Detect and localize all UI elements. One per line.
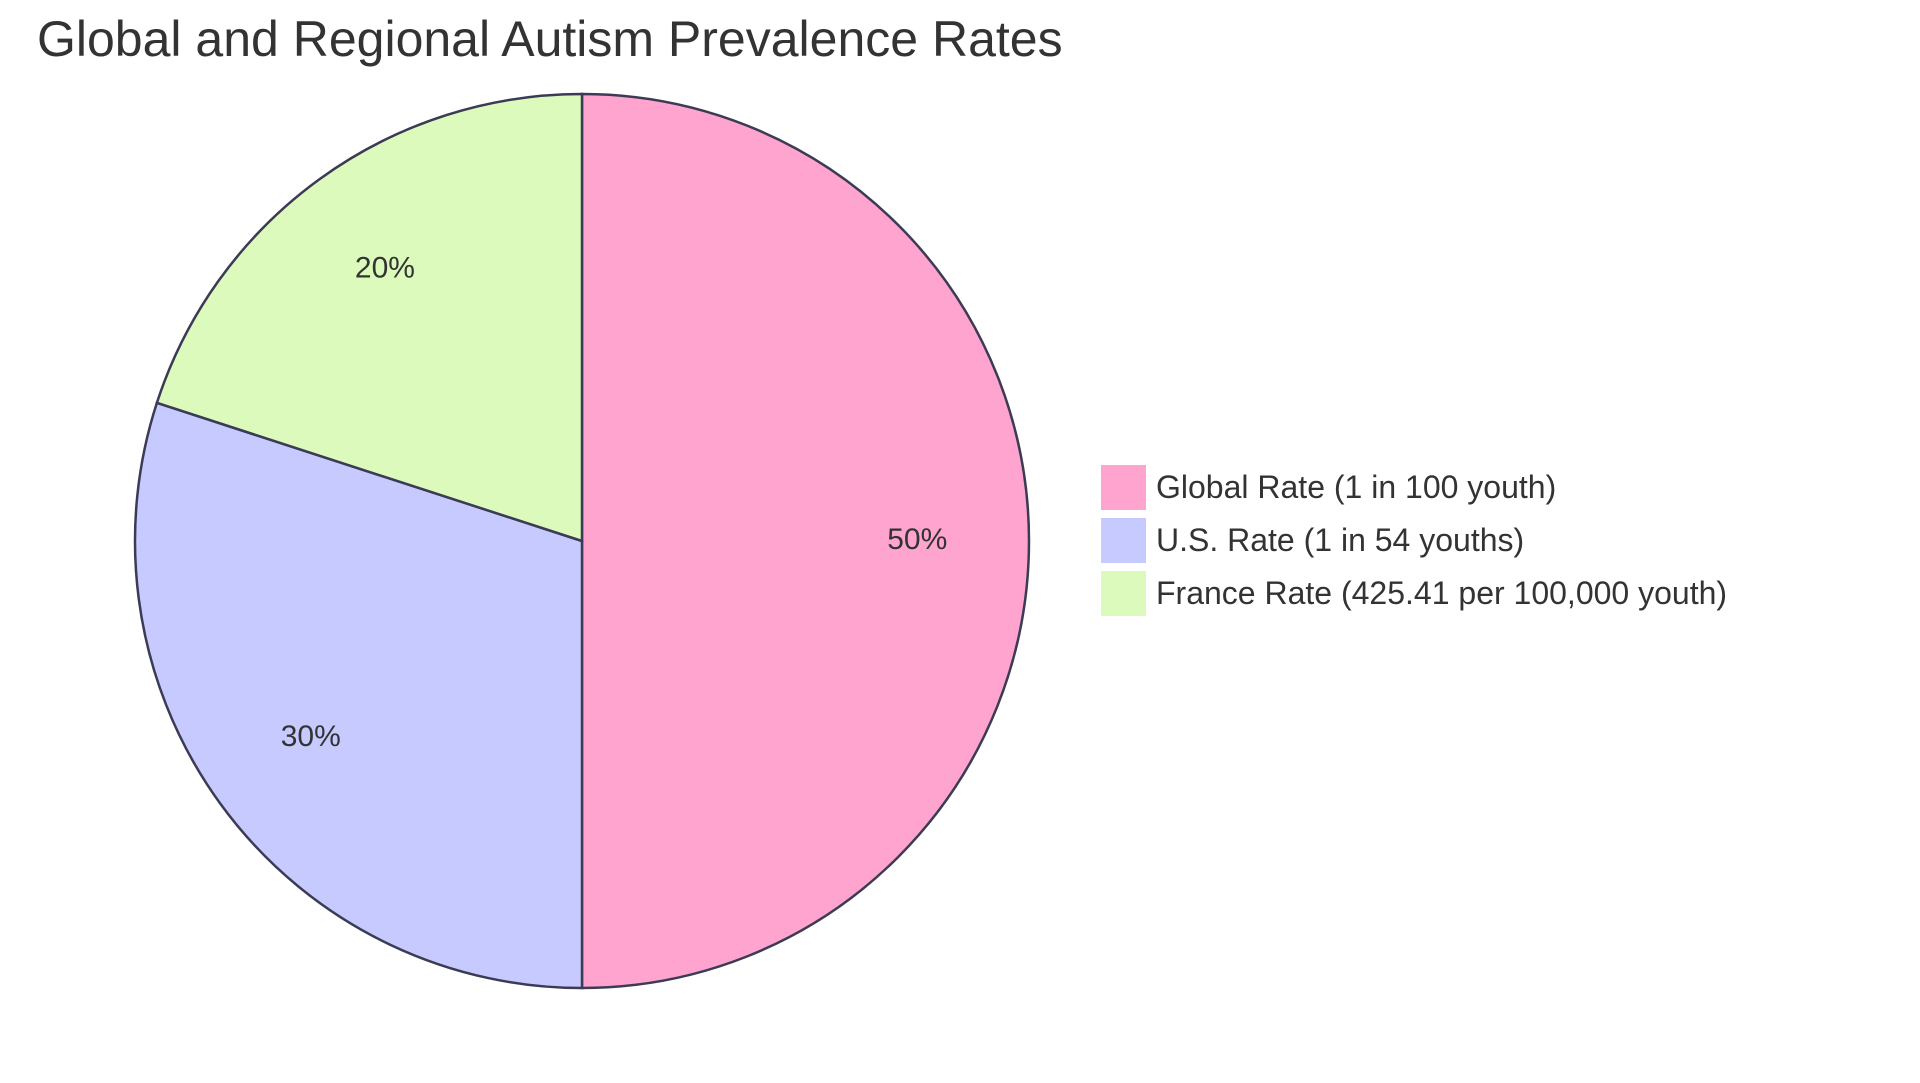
slice-label-0: 50%	[887, 523, 947, 556]
legend-label: France Rate (425.41 per 100,000 youth)	[1156, 575, 1728, 611]
legend-swatch	[1101, 465, 1146, 510]
legend-item: Global Rate (1 in 100 youth)	[1101, 461, 1727, 514]
legend-item: France Rate (425.41 per 100,000 youth)	[1101, 567, 1727, 620]
legend-label: U.S. Rate (1 in 54 youths)	[1156, 522, 1525, 558]
slice-label-1: 30%	[281, 720, 341, 753]
pie-slice-0	[580, 92, 1031, 990]
pie-slice-1	[133, 401, 584, 990]
legend: Global Rate (1 in 100 youth) U.S. Rate (1…	[1101, 461, 1727, 620]
legend-swatch	[1101, 571, 1146, 616]
slice-label-2: 20%	[355, 252, 415, 285]
legend-label: Global Rate (1 in 100 youth)	[1156, 469, 1557, 505]
legend-swatch	[1101, 518, 1146, 563]
pie-slice-2	[155, 92, 584, 543]
legend-item: U.S. Rate (1 in 54 youths)	[1101, 514, 1727, 567]
chart-title: Global and Regional Autism Prevalence Ra…	[37, 11, 1063, 67]
